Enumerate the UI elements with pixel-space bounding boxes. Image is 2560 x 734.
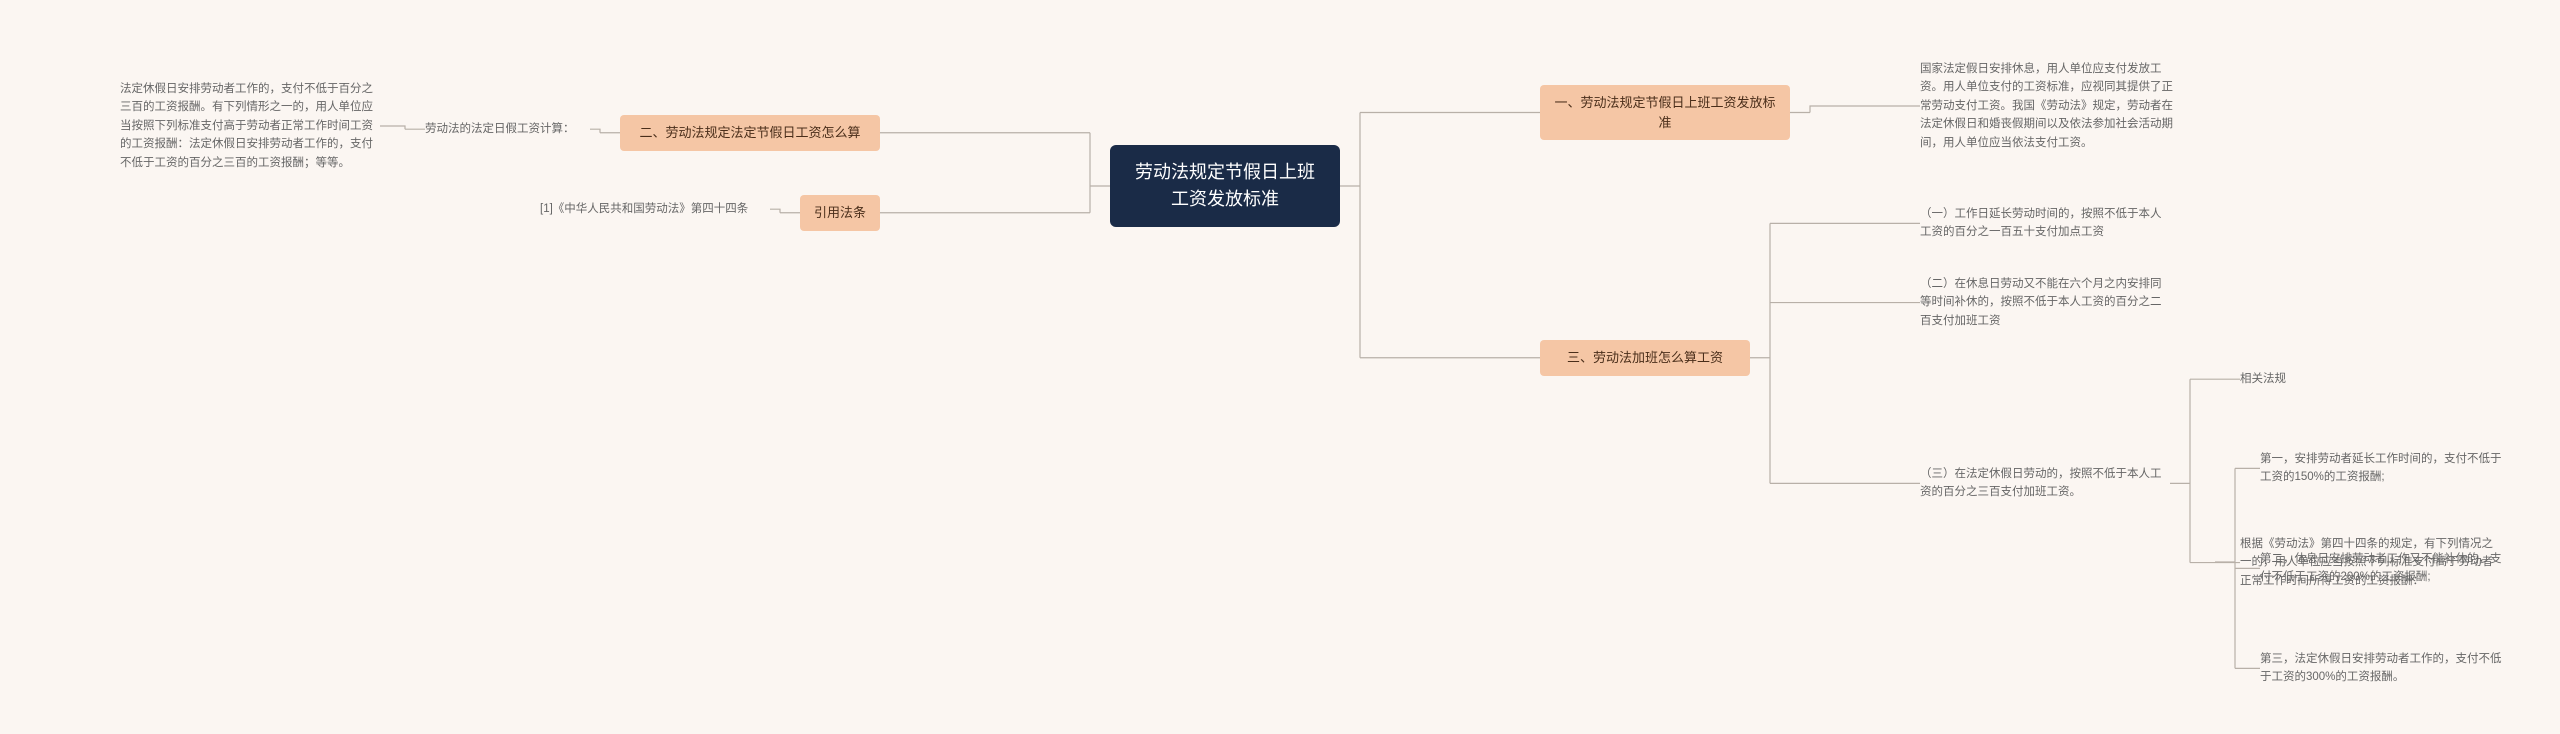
node-l3b: （二）在休息日劳动又不能在六个月之内安排同等时间补休的，按照不低于本人工资的百分… (1920, 275, 2170, 330)
node-lRef: [1]《中华人民共和国劳动法》第四十四条 (540, 200, 770, 218)
node-b3: 三、劳动法加班怎么算工资 (1540, 340, 1750, 376)
node-b1: 一、劳动法规定节假日上班工资发放标准 (1540, 85, 1790, 140)
node-root: 劳动法规定节假日上班工资发放标准 (1110, 145, 1340, 227)
node-l3c1: 相关法规 (2240, 370, 2340, 388)
node-l1: 国家法定假日安排休息，用人单位应支付发放工资。用人单位支付的工资标准，应视同其提… (1920, 60, 2180, 152)
node-l2b: 法定休假日安排劳动者工作的，支付不低于百分之三百的工资报酬。有下列情形之一的，用… (120, 80, 380, 172)
node-l2a: 劳动法的法定日假工资计算： (425, 120, 590, 138)
node-l3c2b: 第二，休息日安排劳动者工作又不能补休的，支付不低于工资的200%的工资报酬; (2260, 550, 2510, 587)
node-b2: 二、劳动法规定法定节假日工资怎么算 (620, 115, 880, 151)
node-l3a: （一）工作日延长劳动时间的，按照不低于本人工资的百分之一百五十支付加点工资 (1920, 205, 2170, 242)
node-l3c: （三）在法定休假日劳动的，按照不低于本人工资的百分之三百支付加班工资。 (1920, 465, 2170, 502)
node-l3c2a: 第一，安排劳动者延长工作时间的，支付不低于工资的150%的工资报酬; (2260, 450, 2510, 487)
node-bRef: 引用法条 (800, 195, 880, 231)
node-l3c2c: 第三，法定休假日安排劳动者工作的，支付不低于工资的300%的工资报酬。 (2260, 650, 2510, 687)
